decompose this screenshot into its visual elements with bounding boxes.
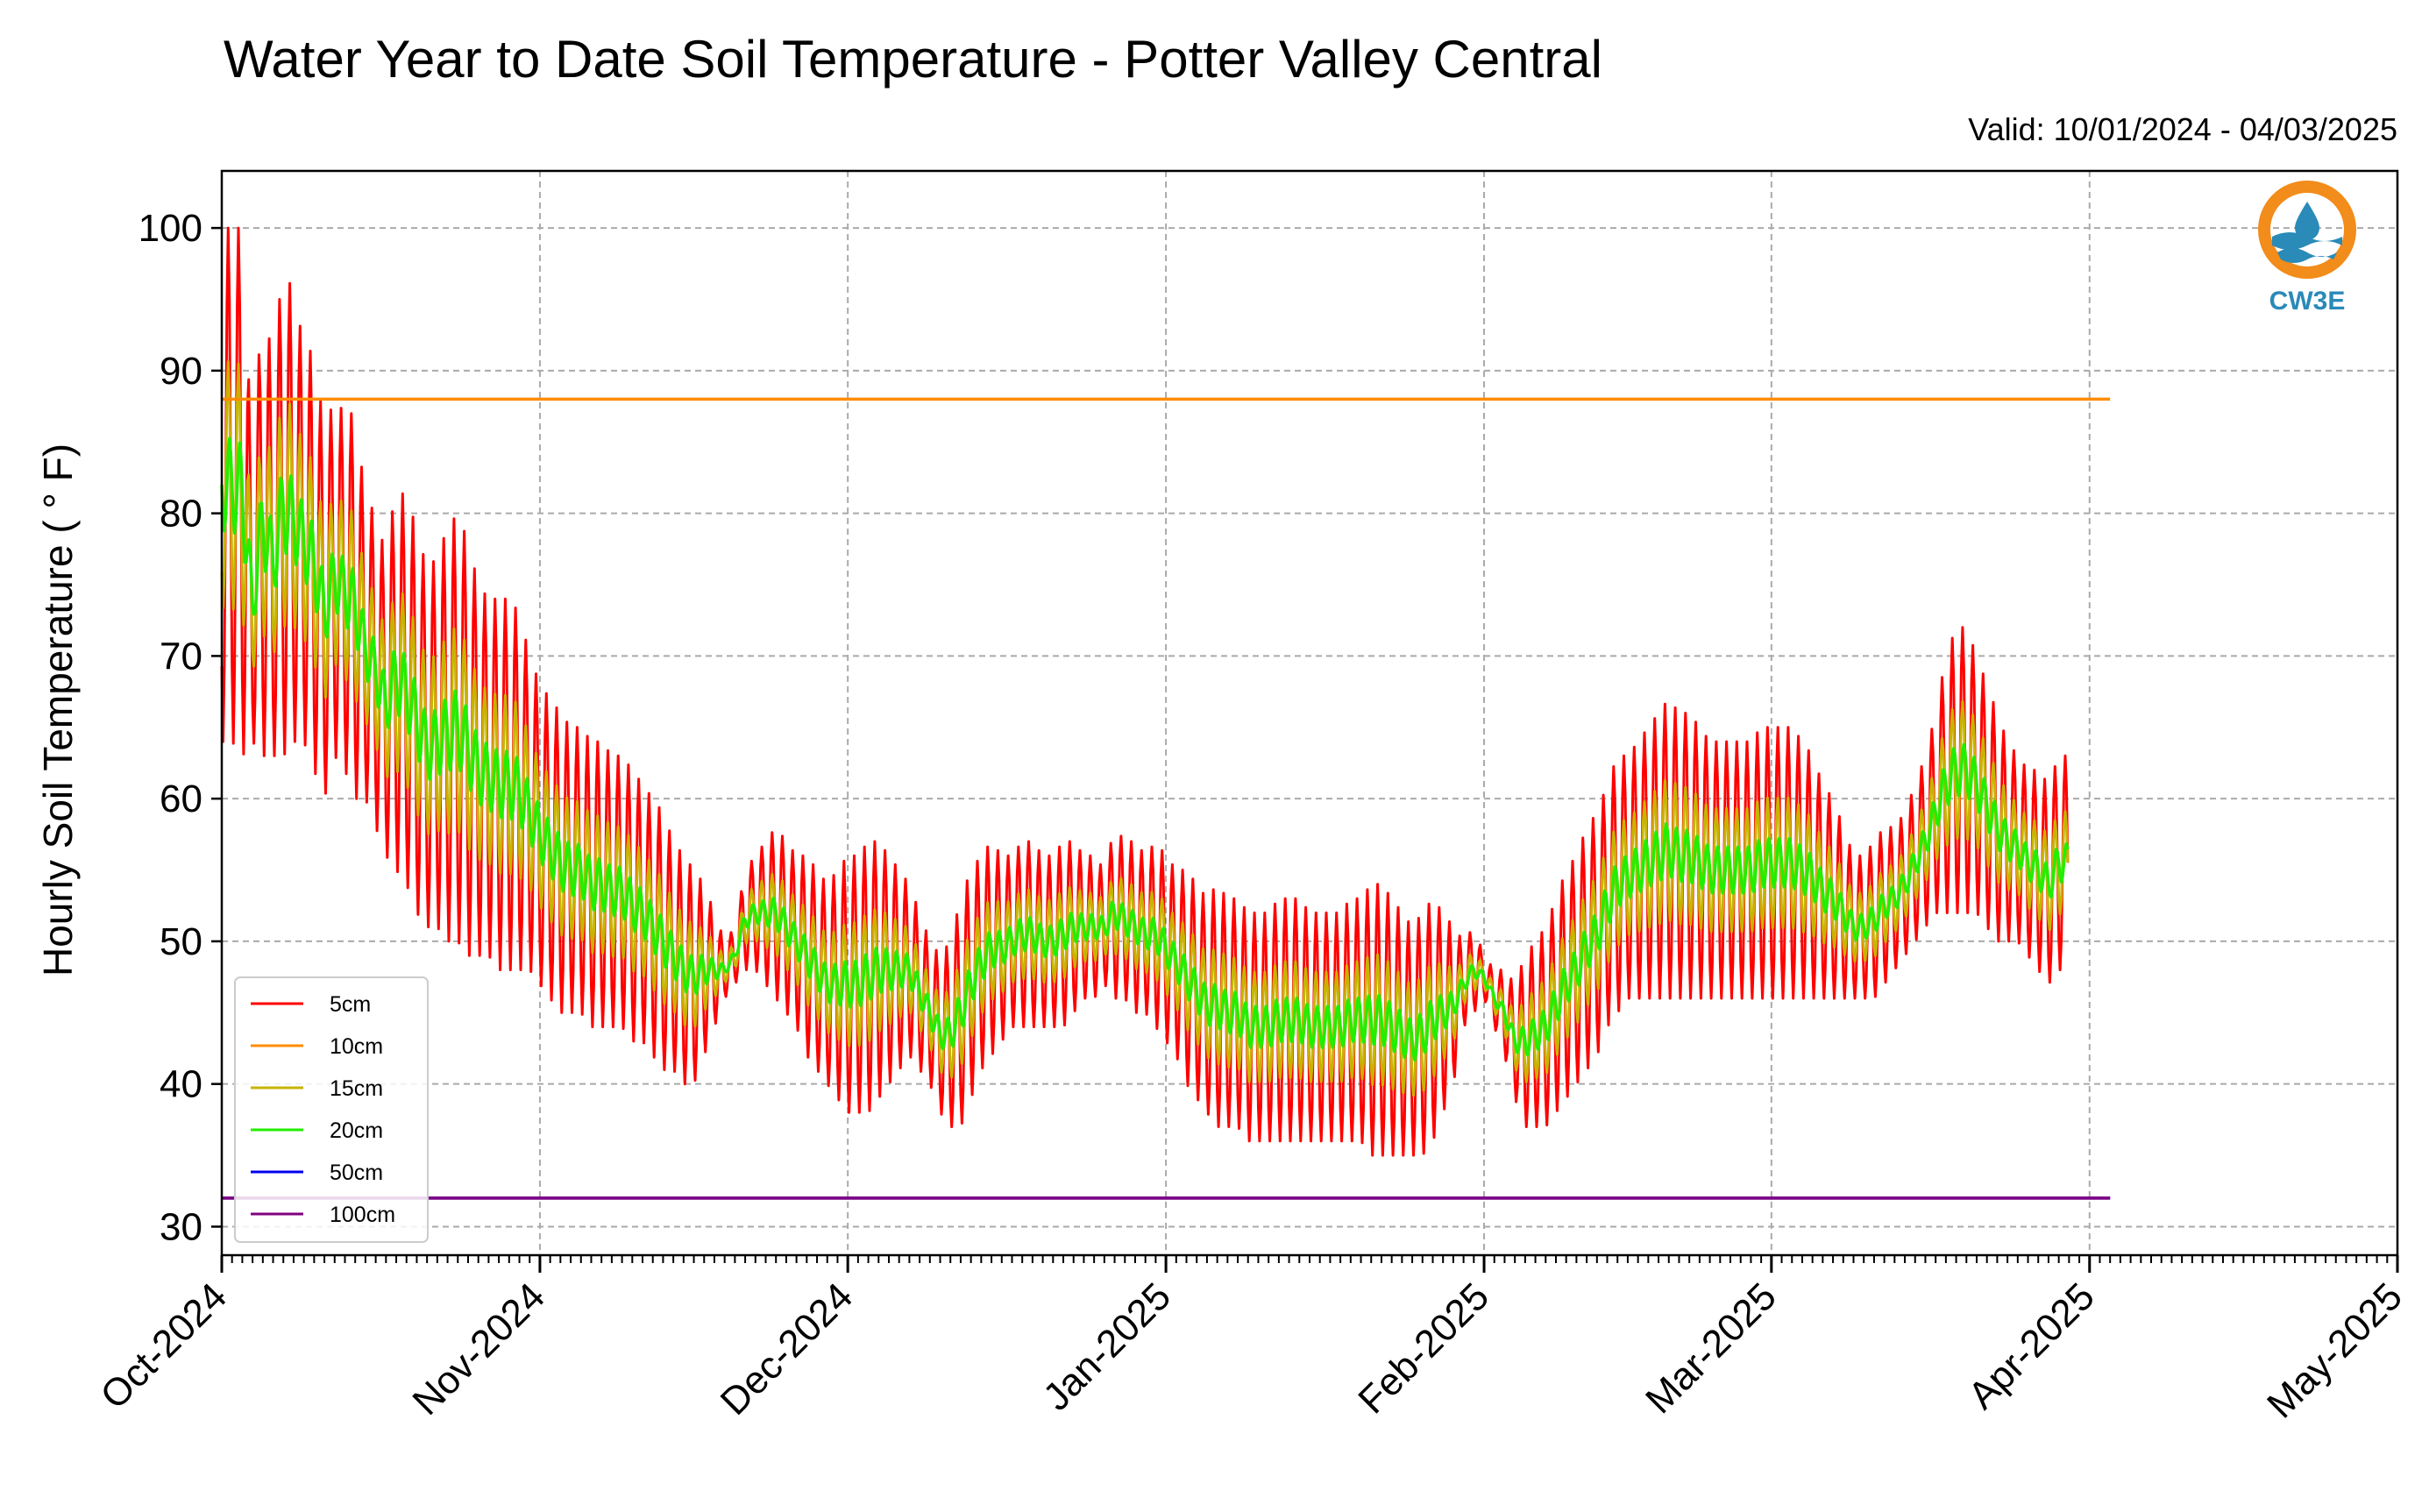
y-tick-label: 100 bbox=[138, 207, 202, 250]
y-tick-label: 60 bbox=[160, 777, 202, 820]
legend-label: 5cm bbox=[330, 992, 371, 1017]
legend-label: 10cm bbox=[330, 1034, 383, 1059]
legend-label: 15cm bbox=[330, 1076, 383, 1101]
legend-label: 100cm bbox=[330, 1203, 395, 1227]
x-axis: Oct-2024 Nov-2024 Dec-2024 Jan-2025 Feb-2025… bbox=[92, 1255, 2411, 1426]
x-tick-label: May-2025 bbox=[2259, 1274, 2411, 1426]
series-15cm-line bbox=[220, 360, 2070, 1097]
y-tick-label: 50 bbox=[160, 920, 202, 963]
legend-label: 20cm bbox=[330, 1118, 383, 1143]
legend-label: 50cm bbox=[330, 1161, 383, 1185]
logo-wave bbox=[2272, 232, 2342, 250]
y-axis-label: Hourly Soil Temperature ( ° F) bbox=[35, 444, 81, 976]
legend-box bbox=[234, 976, 429, 1243]
x-tick-label: Nov-2024 bbox=[404, 1274, 553, 1423]
valid-range: Valid: 10/01/2024 - 04/03/2025 bbox=[1968, 111, 2397, 147]
logo-wave-lower bbox=[2277, 248, 2337, 263]
x-tick-label: Mar-2025 bbox=[1637, 1274, 1785, 1422]
y-tick-label: 80 bbox=[160, 493, 202, 536]
series-lines bbox=[220, 226, 2111, 1200]
y-tick-label: 40 bbox=[160, 1063, 202, 1106]
cw3e-logo: CW3E bbox=[2258, 181, 2356, 316]
series-20cm-line bbox=[220, 437, 2070, 1062]
y-axis: 30 40 50 60 70 80 90 100 bbox=[138, 207, 222, 1248]
series-5cm-line bbox=[220, 226, 2070, 1157]
y-tick-label: 30 bbox=[160, 1205, 202, 1248]
x-tick-label: Dec-2024 bbox=[713, 1274, 862, 1423]
y-tick-label: 70 bbox=[160, 635, 202, 678]
x-tick-label: Jan-2025 bbox=[1035, 1274, 1179, 1418]
logo-ring bbox=[2258, 181, 2356, 279]
water-drop-icon bbox=[2295, 202, 2319, 240]
logo-text: CW3E bbox=[2269, 287, 2346, 316]
chart-title: Water Year to Date Soil Temperature - Po… bbox=[224, 30, 1602, 89]
x-tick-label: Feb-2025 bbox=[1350, 1274, 1497, 1422]
legend: 5cm 10cm 15cm 20cm 50cm 100cm bbox=[234, 976, 429, 1243]
x-tick-label: Oct-2024 bbox=[92, 1274, 235, 1417]
y-tick-label: 90 bbox=[160, 350, 202, 393]
x-tick-label: Apr-2025 bbox=[1960, 1274, 2103, 1417]
